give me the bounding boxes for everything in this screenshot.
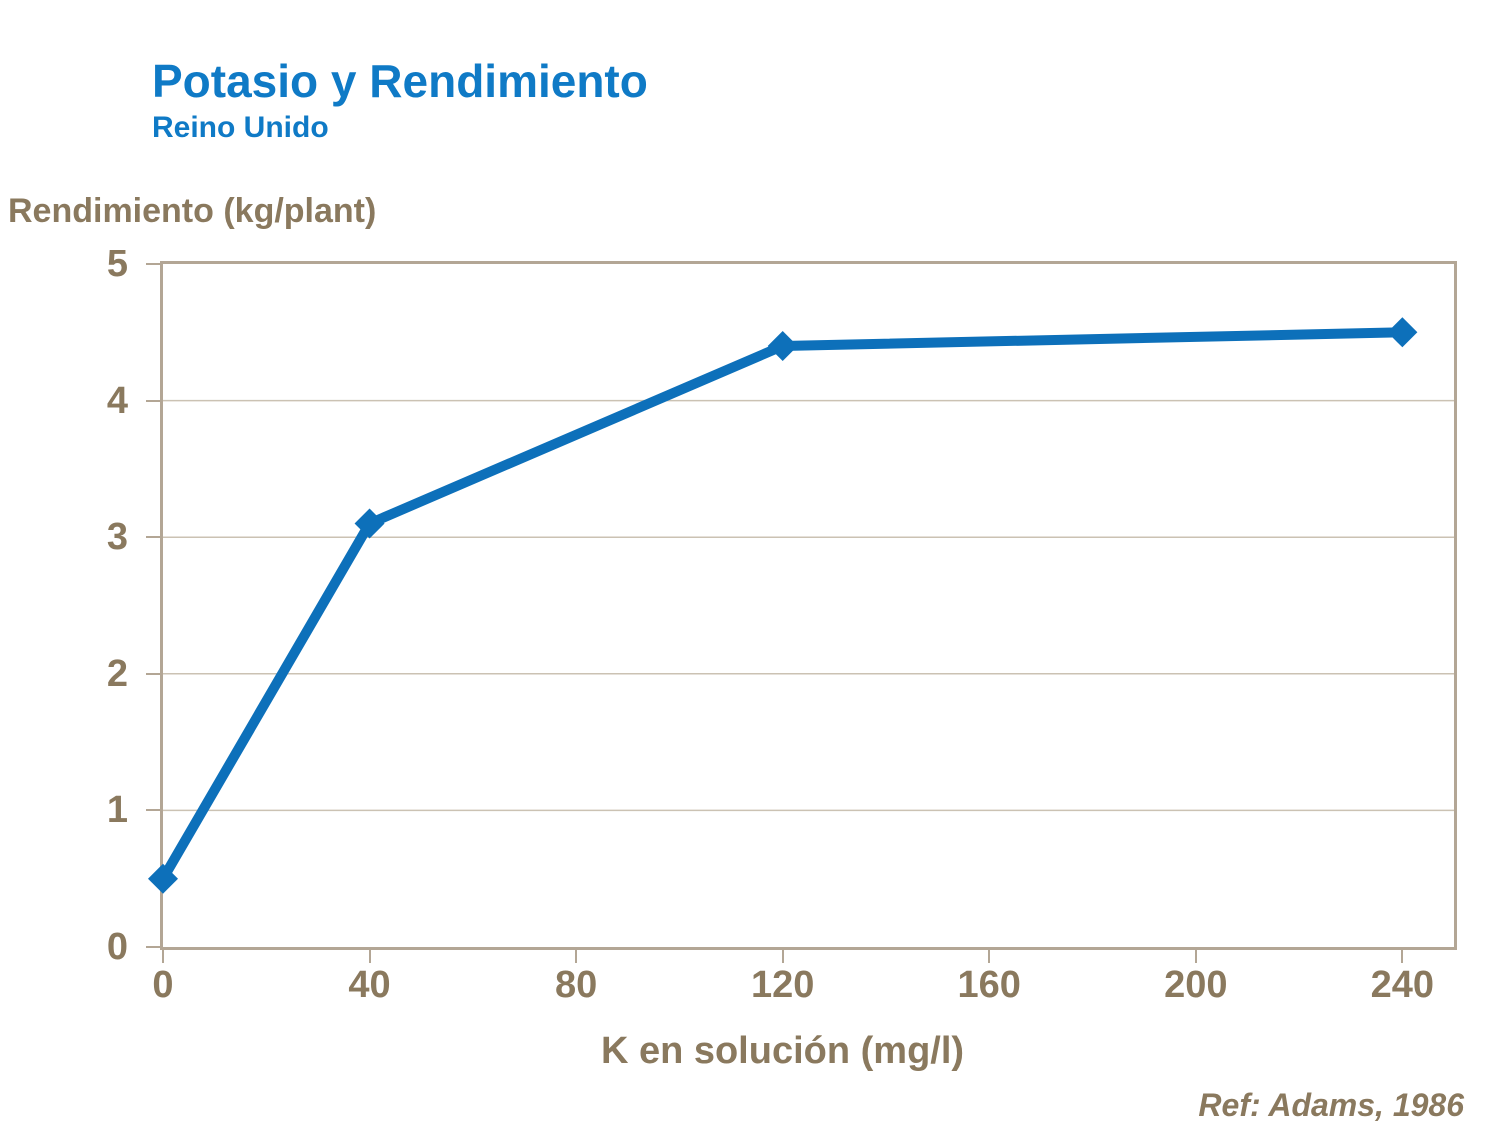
- x-tick-mark: [368, 950, 371, 963]
- x-tick-mark: [781, 950, 784, 963]
- y-tick-label: 0: [106, 926, 128, 968]
- chart-title: Potasio y Rendimiento: [152, 55, 648, 107]
- x-tick-mark: [988, 950, 991, 963]
- x-tick-mark: [575, 950, 578, 963]
- reference-label: Ref: Adams, 1986: [1198, 1087, 1464, 1123]
- y-tick-label: 2: [106, 652, 128, 695]
- y-tick-mark: [146, 809, 160, 812]
- x-axis-title: K en solución (mg/l): [600, 1030, 965, 1072]
- y-tick-label: 4: [106, 379, 128, 422]
- y-tick-mark: [146, 946, 160, 948]
- x-tick-mark: [1194, 950, 1197, 963]
- x-tick-label: 200: [1164, 964, 1228, 1006]
- y-axis-title: Rendimiento (kg/plant): [8, 192, 377, 230]
- data-point-marker: [767, 330, 798, 361]
- chart-subtitle: Reino Unido: [152, 111, 329, 144]
- x-tick-label: 40: [348, 964, 391, 1006]
- x-tick-mark: [162, 950, 164, 963]
- y-tick-mark: [146, 399, 160, 402]
- x-tick-label: 0: [152, 964, 174, 1006]
- data-point-marker: [148, 863, 178, 894]
- x-tick-label: 240: [1370, 964, 1435, 1006]
- data-point-marker: [1387, 317, 1418, 348]
- y-tick-mark: [146, 263, 160, 265]
- chart-canvas: [148, 317, 1454, 894]
- data-point-marker: [354, 508, 385, 539]
- x-tick-label: 80: [554, 964, 598, 1006]
- x-tick-mark: [1401, 950, 1404, 963]
- x-tick-label: 160: [957, 964, 1021, 1006]
- y-tick-label: 5: [106, 243, 128, 285]
- x-tick-label: 120: [750, 964, 815, 1006]
- y-tick-mark: [146, 672, 160, 675]
- y-tick-mark: [146, 536, 160, 539]
- data-line: [158, 327, 1408, 884]
- plot-area: [148, 261, 1457, 950]
- y-tick-label: 3: [106, 516, 128, 559]
- y-tick-label: 1: [106, 789, 128, 832]
